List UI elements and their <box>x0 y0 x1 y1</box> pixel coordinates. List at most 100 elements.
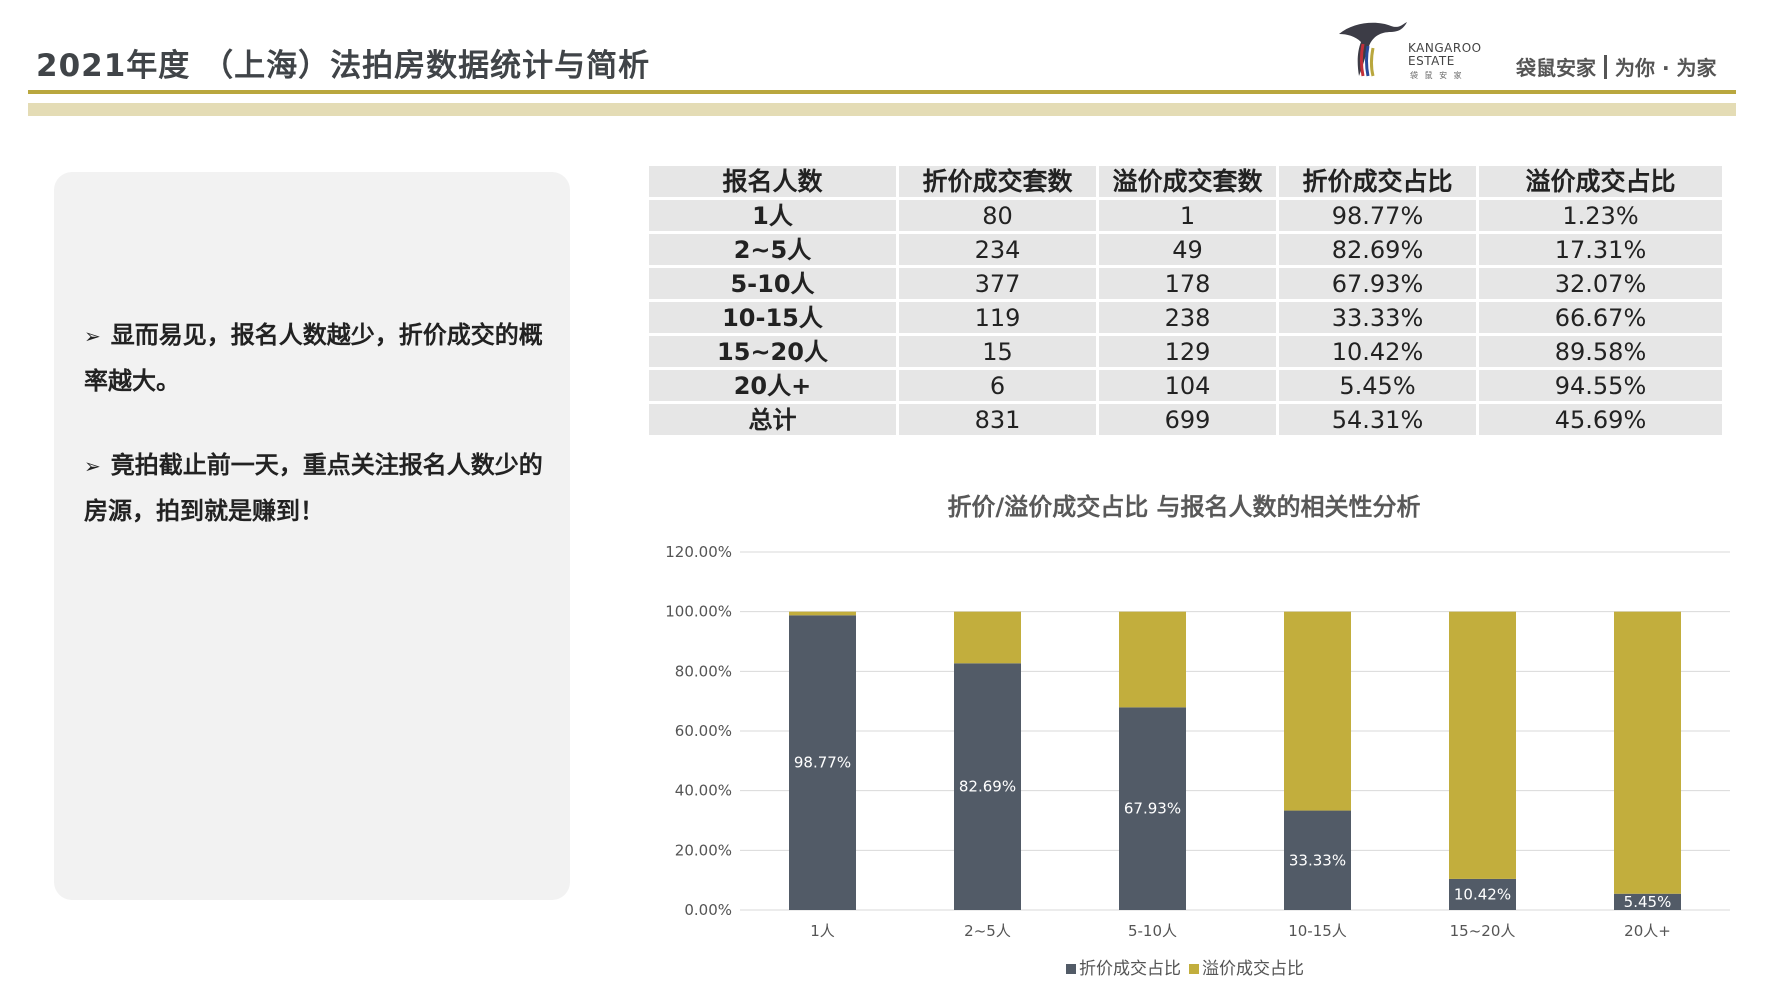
note-bullet-1: ➢ 显而易见，报名人数越少，折价成交的概率越大。 <box>84 321 543 395</box>
header-signups: 报名人数 <box>646 163 899 200</box>
cell-premium-count: 1 <box>1096 197 1279 234</box>
cell-discount-count: 831 <box>896 401 1099 438</box>
bar-discount <box>954 663 1021 910</box>
legend-item-premium: 溢价成交占比 <box>1189 959 1304 979</box>
arrow-bullet-icon: ➢ <box>84 324 101 348</box>
bar-premium <box>1284 611 1351 811</box>
y-tick-label: 0.00% <box>684 901 732 919</box>
y-tick-label: 120.00% <box>665 543 732 561</box>
cell-premium-ratio: 17.31% <box>1476 231 1725 268</box>
bar-discount <box>789 615 856 910</box>
slogan-motto: 为你 · 为家 <box>1615 56 1717 80</box>
bar-discount <box>1449 878 1516 910</box>
data-label: 5.45% <box>1624 893 1672 911</box>
cell-discount-ratio: 98.77% <box>1276 197 1479 234</box>
slogan-divider <box>1604 55 1607 79</box>
table-row: 15~20人 15 129 10.42% 89.58% <box>646 333 1725 370</box>
table-row: 20人+ 6 104 5.45% 94.55% <box>646 367 1725 404</box>
table-row-total: 总计 831 699 54.31% 45.69% <box>646 401 1725 438</box>
data-label: 33.33% <box>1289 851 1346 869</box>
cell-signups: 1人 <box>646 197 899 234</box>
table-row: 5-10人 377 178 67.93% 32.07% <box>646 265 1725 302</box>
cell-signups: 5-10人 <box>646 265 899 302</box>
cell-signups: 10-15人 <box>646 299 899 336</box>
cell-premium-ratio: 45.69% <box>1476 401 1725 438</box>
data-label: 10.42% <box>1454 885 1511 903</box>
table-row: 1人 80 1 98.77% 1.23% <box>646 197 1725 234</box>
arrow-bullet-icon: ➢ <box>84 454 101 478</box>
cell-discount-count: 119 <box>896 299 1099 336</box>
note-bullet-2: ➢ 竟拍截止前一天，重点关注报名人数少的房源，拍到就是赚到！ <box>84 451 543 525</box>
cell-premium-ratio: 66.67% <box>1476 299 1725 336</box>
data-label: 67.93% <box>1124 800 1181 818</box>
notes-panel <box>54 172 570 900</box>
page-title: 2021年度 （上海）法拍房数据统计与简析 <box>36 48 651 84</box>
chart-title: 折价/溢价成交占比 与报名人数的相关性分析 <box>947 493 1421 521</box>
header-rule-thick <box>28 103 1736 116</box>
header-discount-ratio: 折价成交占比 <box>1276 163 1479 200</box>
bar-premium <box>954 611 1021 664</box>
slogan-brand: 袋鼠安家 <box>1516 56 1596 80</box>
logo-text: KANGAROO ESTATE <box>1408 41 1482 68</box>
cell-discount-ratio: 67.93% <box>1276 265 1479 302</box>
cell-signups: 2~5人 <box>646 231 899 268</box>
cell-premium-count: 238 <box>1096 299 1279 336</box>
cell-signups: 20人+ <box>646 367 899 404</box>
cell-premium-ratio: 1.23% <box>1476 197 1725 234</box>
y-tick-label: 100.00% <box>665 603 732 621</box>
data-label: 98.77% <box>794 754 851 772</box>
legend-swatch-discount <box>1066 964 1076 974</box>
stacked-bar-chart: 0.00% 20.00% 40.00% 60.00% 80.00% 100.00% 120.… <box>665 543 1730 940</box>
table-row: 2~5人 234 49 82.69% 17.31% <box>646 231 1725 268</box>
table-header-row: 报名人数 折价成交套数 溢价成交套数 折价成交占比 溢价成交占比 <box>646 163 1725 200</box>
stats-table: 报名人数 折价成交套数 溢价成交套数 折价成交占比 溢价成交占比 1人 80 1… <box>646 163 1725 438</box>
cell-premium-ratio: 89.58% <box>1476 333 1725 370</box>
legend-item-discount: 折价成交占比 <box>1066 959 1181 979</box>
cell-premium-count: 129 <box>1096 333 1279 370</box>
cell-signups: 总计 <box>646 401 899 438</box>
bar-premium <box>789 611 856 616</box>
cell-discount-ratio: 33.33% <box>1276 299 1479 336</box>
logo-subtext: 袋 鼠 安 家 <box>1410 71 1464 80</box>
legend-swatch-premium <box>1189 964 1199 974</box>
table-row: 10-15人 119 238 33.33% 66.67% <box>646 299 1725 336</box>
cell-discount-ratio: 54.31% <box>1276 401 1479 438</box>
slogan: 袋鼠安家 为你 · 为家 <box>1516 52 1717 81</box>
cell-discount-count: 6 <box>896 367 1099 404</box>
bar-discount <box>1284 810 1351 910</box>
y-tick-label: 20.00% <box>675 841 732 859</box>
x-tick-label: 10-15人 <box>1288 922 1347 940</box>
kangaroo-logo-icon <box>1339 22 1407 77</box>
cell-premium-ratio: 94.55% <box>1476 367 1725 404</box>
cell-premium-count: 178 <box>1096 265 1279 302</box>
bar-premium <box>1449 611 1516 879</box>
cell-discount-ratio: 10.42% <box>1276 333 1479 370</box>
cell-discount-count: 80 <box>896 197 1099 234</box>
cell-premium-ratio: 32.07% <box>1476 265 1725 302</box>
bar-discount <box>1119 707 1186 910</box>
bar-premium <box>1119 611 1186 708</box>
header-premium-count: 溢价成交套数 <box>1096 163 1279 200</box>
header-discount-count: 折价成交套数 <box>896 163 1099 200</box>
header-premium-ratio: 溢价成交占比 <box>1476 163 1725 200</box>
chart-legend: 折价成交占比 溢价成交占比 <box>640 954 1730 979</box>
y-tick-label: 80.00% <box>675 662 732 680</box>
x-tick-label: 2~5人 <box>964 922 1011 940</box>
cell-discount-count: 377 <box>896 265 1099 302</box>
cell-premium-count: 104 <box>1096 367 1279 404</box>
y-tick-label: 60.00% <box>675 722 732 740</box>
cell-discount-count: 15 <box>896 333 1099 370</box>
header-rule-thin <box>28 90 1736 94</box>
cell-discount-ratio: 5.45% <box>1276 367 1479 404</box>
x-tick-label: 5-10人 <box>1128 922 1177 940</box>
x-tick-label: 1人 <box>810 922 835 940</box>
data-label: 82.69% <box>959 778 1016 796</box>
y-tick-label: 40.00% <box>675 782 732 800</box>
bar-discount <box>1614 893 1681 910</box>
cell-discount-ratio: 82.69% <box>1276 231 1479 268</box>
bar-premium <box>1614 611 1681 894</box>
cell-discount-count: 234 <box>896 231 1099 268</box>
x-tick-label: 15~20人 <box>1450 922 1516 940</box>
x-tick-label: 20人+ <box>1624 922 1671 940</box>
cell-premium-count: 49 <box>1096 231 1279 268</box>
